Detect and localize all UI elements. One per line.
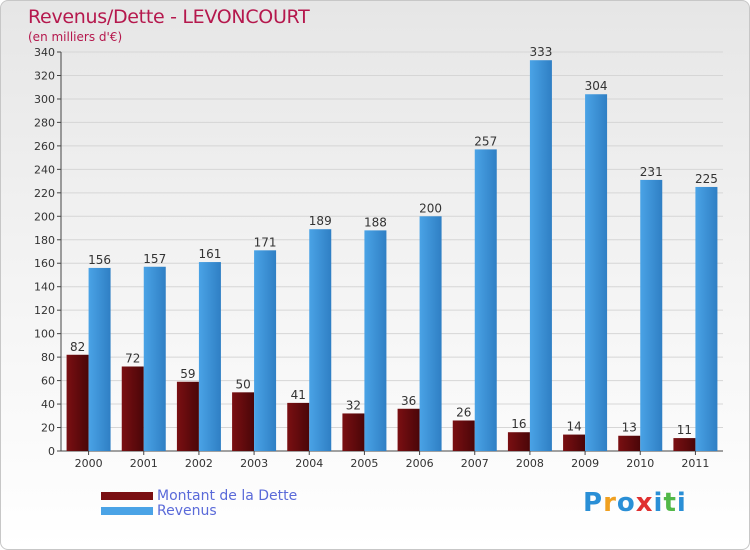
data-label-dette: 36 [401, 394, 416, 408]
bar-dette [452, 420, 475, 451]
x-tick-label: 2000 [75, 457, 103, 470]
data-label-revenus: 231 [640, 165, 663, 179]
y-tick-label: 300 [34, 93, 55, 106]
x-tick-label: 2001 [130, 457, 158, 470]
y-tick-label: 340 [34, 46, 55, 59]
bar-revenus [309, 229, 332, 451]
data-label-revenus: 333 [529, 45, 552, 59]
y-tick-label: 120 [34, 304, 55, 317]
bar-dette [232, 392, 255, 451]
bar-dette [397, 408, 420, 451]
logo-letter: o [616, 488, 636, 518]
data-label-revenus: 189 [309, 214, 332, 228]
data-label-revenus: 156 [88, 253, 111, 267]
data-label-revenus: 225 [695, 172, 718, 186]
bar-dette [507, 432, 530, 451]
chart-unit-label: (en milliers d'€) [28, 30, 123, 44]
data-label-dette: 11 [677, 423, 692, 437]
data-label-revenus: 157 [143, 252, 166, 266]
logo-letter: i [676, 488, 687, 518]
legend-item-revenus: Revenus [101, 502, 297, 519]
legend-label-revenus: Revenus [157, 502, 217, 519]
data-label-dette: 32 [346, 398, 361, 412]
bar-revenus [529, 60, 552, 451]
x-tick-label: 2004 [295, 457, 323, 470]
y-tick-label: 20 [41, 422, 55, 435]
y-tick-label: 260 [34, 140, 55, 153]
bar-dette [563, 434, 586, 451]
data-label-dette: 50 [235, 377, 250, 391]
data-label-revenus: 171 [254, 235, 277, 249]
bar-dette [176, 381, 199, 451]
x-tick-label: 2006 [406, 457, 434, 470]
data-label-dette: 14 [566, 420, 581, 434]
bar-revenus [254, 250, 277, 451]
proxiti-logo: Proxiti [583, 488, 687, 518]
data-label-dette: 82 [70, 340, 85, 354]
chart-title: Revenus/Dette - LEVONCOURT [28, 6, 310, 28]
x-tick-label: 2005 [350, 457, 378, 470]
y-tick-label: 240 [34, 163, 55, 176]
bar-dette [287, 402, 310, 451]
bar-dette [121, 366, 144, 451]
data-label-revenus: 200 [419, 201, 442, 215]
bar-revenus [419, 216, 442, 451]
bar-revenus [143, 266, 166, 451]
logo-letter: x [635, 488, 654, 518]
x-tick-label: 2010 [626, 457, 654, 470]
bar-revenus [88, 267, 111, 451]
x-tick-label: 2002 [185, 457, 213, 470]
logo-letter: P [583, 488, 604, 518]
bar-revenus [474, 149, 497, 451]
y-tick-label: 140 [34, 281, 55, 294]
bar-revenus [198, 262, 221, 451]
bar-dette [618, 435, 641, 451]
legend-swatch-dette [101, 491, 153, 500]
data-label-dette: 41 [291, 388, 306, 402]
y-tick-label: 160 [34, 257, 55, 270]
y-tick-label: 320 [34, 69, 55, 82]
y-tick-label: 280 [34, 116, 55, 129]
y-tick-label: 220 [34, 187, 55, 200]
data-label-dette: 13 [622, 421, 637, 435]
x-tick-label: 2011 [681, 457, 709, 470]
legend-swatch-revenus [101, 506, 153, 515]
bar-dette [342, 413, 365, 451]
x-tick-label: 2007 [461, 457, 489, 470]
data-label-revenus: 304 [585, 79, 608, 93]
bar-dette [673, 438, 696, 451]
legend-label-dette: Montant de la Dette [157, 487, 298, 504]
y-tick-label: 80 [41, 351, 55, 364]
bar-revenus [640, 179, 663, 451]
logo-letter: i [653, 488, 664, 518]
bar-revenus [364, 230, 387, 451]
data-label-dette: 72 [125, 352, 140, 366]
x-tick-label: 2009 [571, 457, 599, 470]
legend: Montant de la Dette Revenus [101, 487, 298, 519]
y-tick-label: 180 [34, 234, 55, 247]
y-tick-label: 60 [41, 375, 55, 388]
x-tick-label: 2003 [240, 457, 268, 470]
logo-letter: r [603, 488, 617, 518]
bar-revenus [585, 94, 608, 451]
y-tick-label: 200 [34, 210, 55, 223]
legend-item-dette: Montant de la Dette [101, 487, 298, 504]
bar-revenus [695, 186, 718, 452]
x-tick-label: 2008 [516, 457, 544, 470]
data-label-dette: 16 [511, 417, 526, 431]
data-label-revenus: 257 [474, 134, 497, 148]
logo-letter: t [663, 488, 677, 518]
y-tick-label: 40 [41, 398, 55, 411]
y-tick-label: 0 [48, 445, 55, 458]
bar-dette [66, 354, 89, 451]
data-label-dette: 26 [456, 405, 471, 419]
data-label-revenus: 161 [198, 247, 221, 261]
data-label-dette: 59 [180, 367, 195, 381]
data-label-revenus: 188 [364, 215, 387, 229]
y-tick-label: 100 [34, 328, 55, 341]
